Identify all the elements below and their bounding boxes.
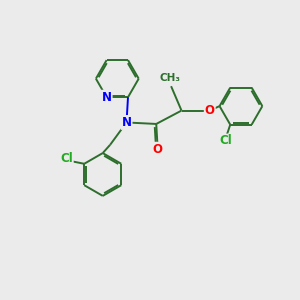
Text: Cl: Cl [219,134,232,148]
Text: N: N [102,91,112,104]
Text: O: O [205,104,215,117]
Text: O: O [153,143,163,156]
Text: N: N [122,116,131,129]
Text: Cl: Cl [60,152,73,165]
Text: CH₃: CH₃ [159,73,180,82]
